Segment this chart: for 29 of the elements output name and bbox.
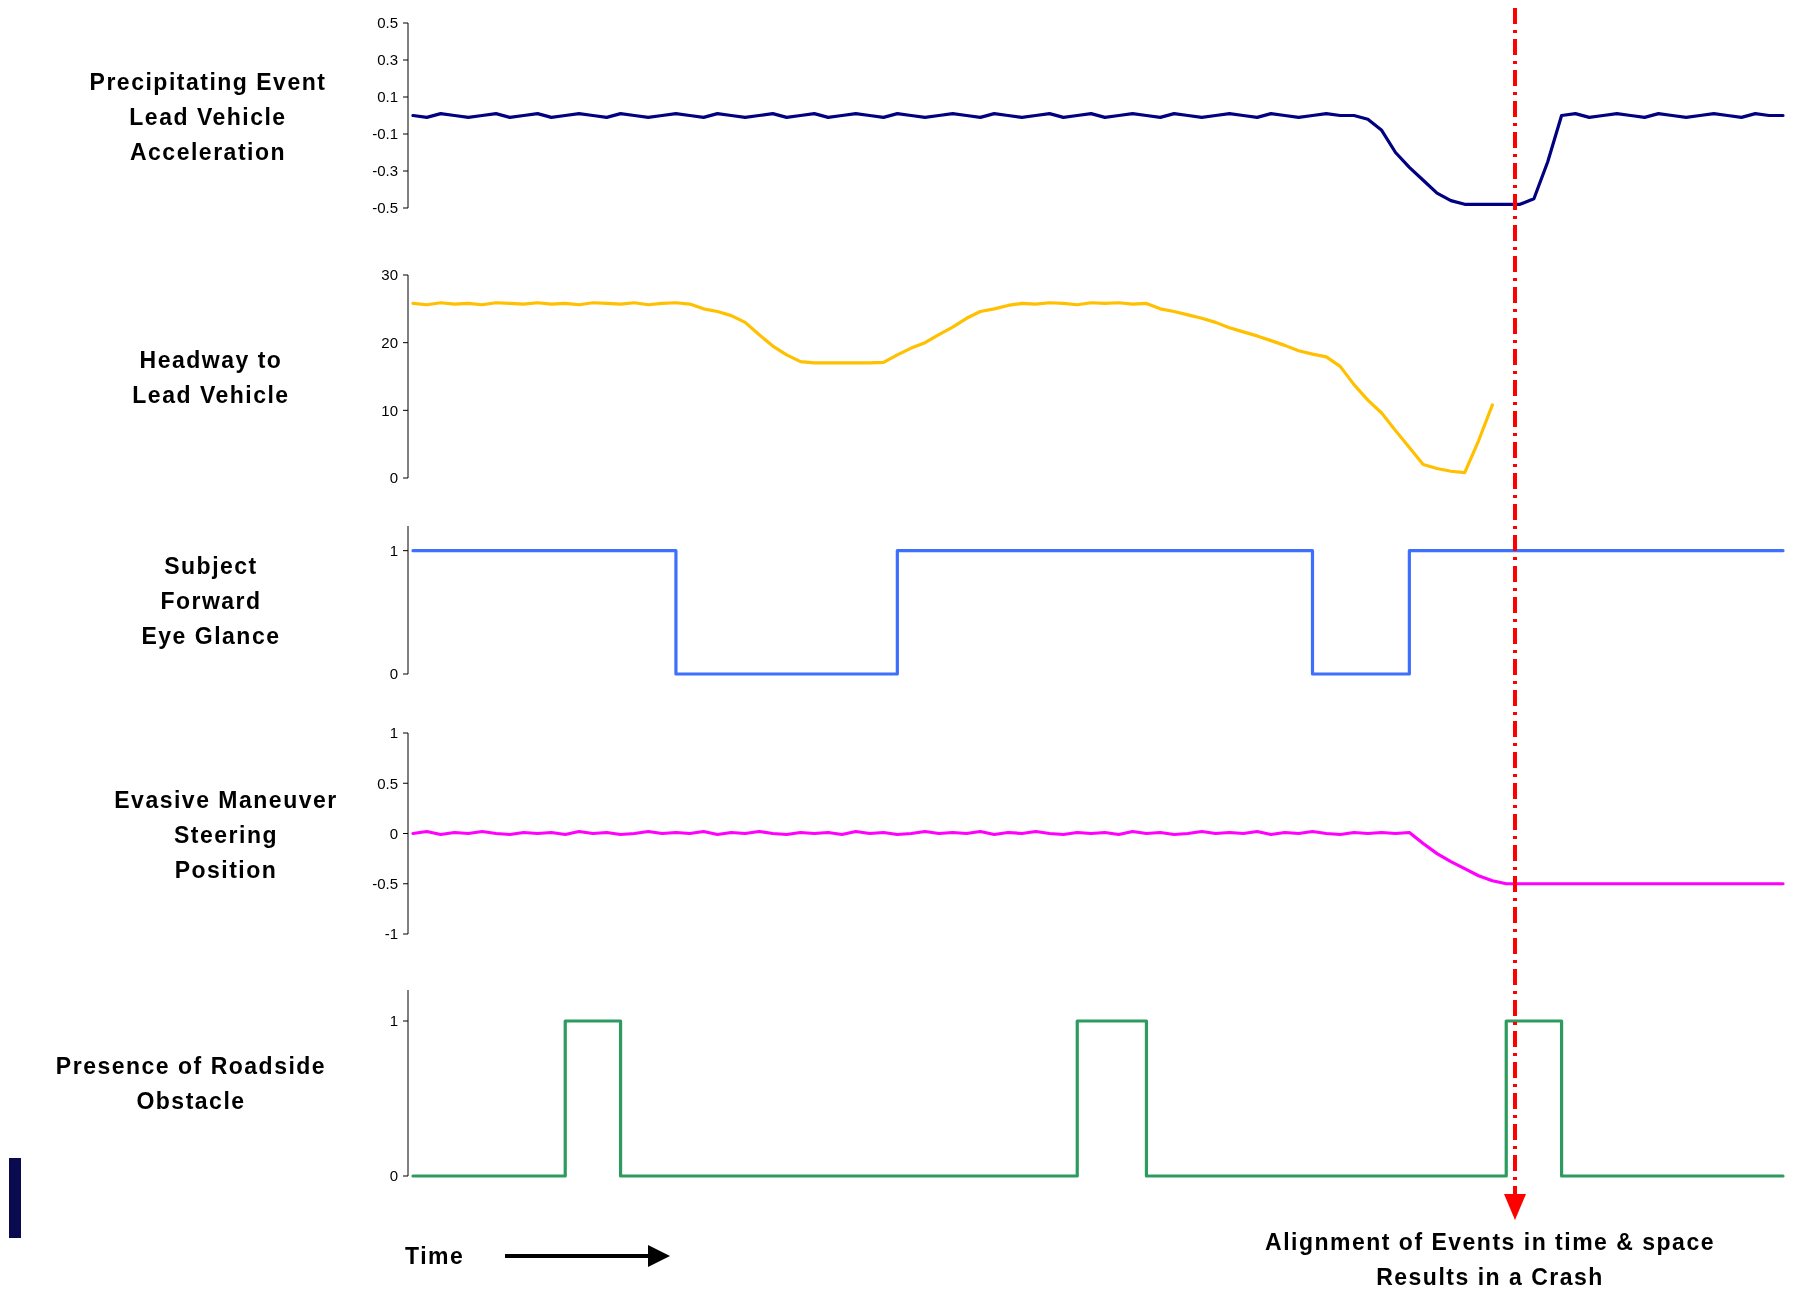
y-tick-label: -0.5: [372, 875, 398, 892]
y-axis-title: Subject Forward Eye Glance: [141, 553, 281, 650]
y-tick-label: 0.1: [377, 88, 398, 106]
y-tick-label: -0.5: [372, 199, 398, 217]
line-series: [411, 112, 1785, 206]
y-axis-title: Precipitating Event Lead Vehicle Acceleration: [89, 68, 327, 165]
y-tick-label: -1: [384, 925, 398, 943]
line-series: [411, 829, 1785, 886]
y-tick-label: 20: [381, 333, 398, 351]
y-tick-label: 0: [389, 469, 398, 487]
line-series: [411, 301, 1494, 475]
y-tick-label: 1: [389, 724, 398, 742]
y-tick-label: 1: [389, 1012, 398, 1030]
y-tick-label: 0.3: [377, 51, 398, 69]
y-tick-label: 0: [389, 1167, 398, 1185]
y-tick-label: 0: [389, 665, 398, 683]
y-tick-label: -0.3: [372, 162, 398, 180]
y-tick-label: 10: [381, 401, 398, 419]
y-axis-title: Presence of Roadside Obstacle: [55, 1053, 327, 1115]
text: Alignment of Events in time & space Results in a Crash: [1265, 1229, 1715, 1290]
y-tick-label: 0: [389, 824, 398, 842]
y-tick-label: 30: [381, 266, 398, 284]
y-axis-title: Headway to Lead Vehicle: [132, 346, 290, 408]
y-tick-label: 0.5: [377, 774, 398, 792]
y-tick-label: 0.5: [377, 14, 398, 32]
y-tick-label: -0.1: [372, 125, 398, 143]
y-axis-title: Evasive Maneuver Steering Position: [114, 786, 338, 883]
x-axis-title: Time: [405, 1243, 465, 1269]
y-tick-label: 1: [389, 541, 398, 559]
